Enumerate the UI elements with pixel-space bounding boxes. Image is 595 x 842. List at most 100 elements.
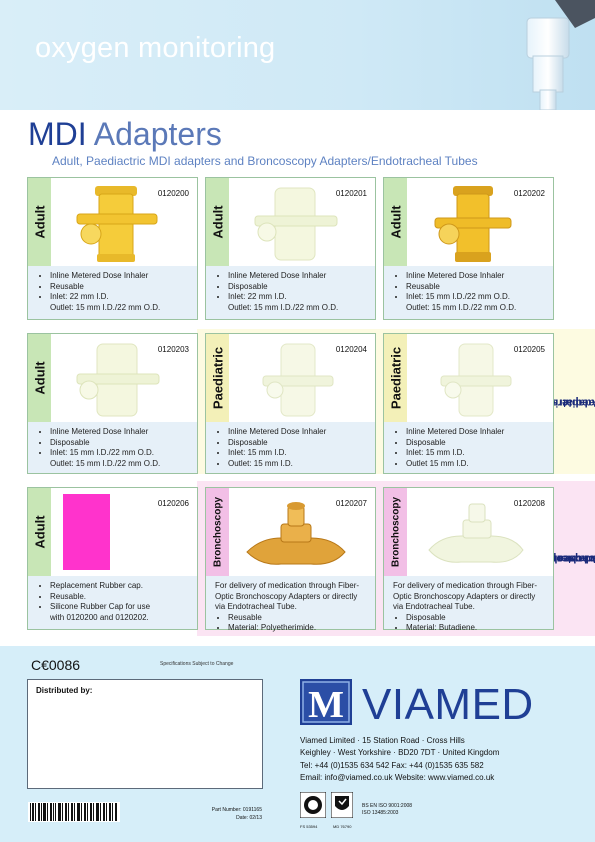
- card-info: Replacement Rubber cap.Reusable.Silicone…: [28, 576, 197, 629]
- ukas-certification-icon: [331, 792, 353, 818]
- card-side-tab: Adult: [28, 488, 51, 576]
- card-side-tab: Bronchoscopy: [384, 488, 407, 576]
- card-side-label: Paediatric: [388, 346, 403, 410]
- mdi-adapter-clear-image: [440, 343, 512, 417]
- part-number: Part Number: 0191165: [211, 807, 262, 813]
- mdi-adapter-clear-image: [262, 343, 334, 417]
- card-bullet: Inline Metered Dose Inhaler: [406, 271, 547, 282]
- cert-id: FS 53594: [300, 824, 318, 829]
- card-side-tab: Adult: [28, 178, 51, 266]
- product-code: 0120200: [157, 189, 189, 198]
- product-card-0120206: Adult 0120206 Replacement Rubber cap.Reu…: [27, 487, 198, 630]
- rubber-cap-swatch: [63, 494, 110, 570]
- card-bullet: Material: Polyetherimide.: [228, 623, 369, 634]
- product-card-0120208: Bronchoscopy 0120208 For delivery of med…: [383, 487, 554, 632]
- product-card-0120207: Bronchoscopy 0120207 For delivery of med…: [205, 487, 376, 632]
- card-bullet: Reusable: [50, 282, 191, 293]
- product-card-0120205: Paediatric 0120205 Inline Metered Dose I…: [383, 333, 554, 474]
- card-bullet: Inlet: 15 mm I.D./22 mm O.D.: [406, 292, 547, 303]
- card-side-label: Paediatric: [210, 346, 225, 410]
- card-extra-line: Outlet: 15 mm I.D./22 mm O.D.: [406, 302, 517, 312]
- bronchoscopy-band-label: Bronchoscopy orEndotracheal TubeAdapters: [526, 488, 595, 628]
- card-side-label: Adult: [32, 361, 47, 395]
- mdi-adapter-yellow-image: [434, 186, 512, 262]
- card-side-tab: Adult: [28, 334, 51, 422]
- card-info: Inline Metered Dose InhalerDisposableInl…: [206, 266, 375, 319]
- bronchoscopy-band-line-3: Adapters: [551, 552, 595, 565]
- iso-line: ISO 13485:2003: [362, 810, 399, 816]
- card-extra-line: Outlet: 15 mm I.D./22 mm O.D.: [228, 302, 339, 312]
- card-side-tab: Paediatric: [206, 334, 229, 422]
- card-bullet: Inlet: 15 mm I.D./22 mm O.D.: [50, 448, 191, 459]
- address-line: Keighley · West Yorkshire · BD20 7DT · U…: [300, 748, 500, 758]
- iso-line: BS EN ISO 9001:2008: [362, 803, 413, 809]
- card-bullet: Inlet: 22 mm I.D.: [228, 292, 369, 303]
- card-info: Inline Metered Dose InhalerReusableInlet…: [384, 266, 553, 319]
- ce-mark: C€0086: [31, 657, 81, 673]
- card-side-tab: Bronchoscopy: [206, 488, 229, 576]
- viamed-logo-text: VIAMED: [362, 680, 534, 729]
- card-side-label: Adult: [32, 515, 47, 549]
- card-description: For delivery of medication through Fiber…: [215, 581, 360, 612]
- card-bullet: Material: Butadiene.: [406, 623, 547, 634]
- card-side-tab: Adult: [206, 178, 229, 266]
- card-extra-line: with 0120200 and 0120202.: [50, 612, 149, 622]
- paediatric-band-label: PaediatricAdapters: [549, 339, 595, 464]
- card-bullet: Disposable: [406, 613, 547, 624]
- product-code: 0120207: [335, 499, 367, 508]
- card-bullet: Inline Metered Dose Inhaler: [228, 271, 369, 282]
- card-side-label: Bronchoscopy: [212, 496, 223, 568]
- mdi-adapter-clear-image: [254, 187, 338, 261]
- iso-standards: BS EN ISO 9001:2008 ISO 13485:2003: [362, 803, 412, 817]
- contact-line: Email: info@viamed.co.uk Website: www.vi…: [300, 773, 495, 783]
- card-bullet: Reusable: [406, 282, 547, 293]
- card-bullet: Inlet: 15 mm I.D.: [228, 448, 369, 459]
- paediatric-band-line-2: Adapters: [551, 396, 595, 408]
- card-info: Inline Metered Dose InhalerDisposableInl…: [384, 422, 553, 473]
- product-card-0120203: Adult 0120203 Inline Metered Dose Inhale…: [27, 333, 198, 474]
- card-info: For delivery of medication through Fiber…: [206, 576, 375, 632]
- product-card-0120204: Paediatric 0120204 Inline Metered Dose I…: [205, 333, 376, 474]
- page-subtitle: Adult, Paediactric MDI adapters and Bron…: [52, 154, 478, 168]
- card-side-label: Adult: [210, 205, 225, 239]
- card-bullet: Disposable: [406, 438, 547, 449]
- card-bullet: Inline Metered Dose Inhaler: [228, 427, 369, 438]
- product-code: 0120203: [157, 345, 189, 354]
- distributor-label: Distributed by:: [36, 686, 93, 695]
- barcode: [28, 802, 120, 822]
- viamed-logo-mark: M: [300, 679, 352, 726]
- card-side-label: Adult: [388, 205, 403, 239]
- product-card-0120200: Adult 0120200 Inline Metered Dose Inhale…: [27, 177, 198, 320]
- card-extra-line: Outlet: 15 mm I.D./22 mm O.D.: [50, 458, 161, 468]
- card-bullet: Inlet: 22 mm I.D.: [50, 292, 191, 303]
- card-side-label: Bronchoscopy: [390, 496, 401, 568]
- title-part-1: MDI: [28, 116, 87, 152]
- contact-line: Tel: +44 (0)1535 634 542 Fax: +44 (0)153…: [300, 760, 484, 770]
- card-bullet: Inline Metered Dose Inhaler: [50, 427, 191, 438]
- mdi-adapter-yellow-image: [76, 186, 158, 262]
- product-card-0120201: Adult 0120201 Inline Metered Dose Inhale…: [205, 177, 376, 320]
- product-code: 0120202: [513, 189, 545, 198]
- card-bullet: Disposable: [228, 282, 369, 293]
- card-info: Inline Metered Dose InhalerDisposableInl…: [206, 422, 375, 473]
- spec-note: Specifications Subject to Change: [160, 661, 234, 667]
- bronchoscopy-adapter-amber-image: [246, 502, 346, 565]
- card-bullet: Inlet: 15 mm I.D.: [406, 448, 547, 459]
- logo-m-letter: M: [308, 684, 344, 725]
- mdi-adapter-clear-image: [76, 343, 160, 417]
- bronchoscopy-adapter-clear-image: [428, 503, 524, 563]
- header-banner: [0, 0, 595, 110]
- product-card-0120202: Adult 0120202 Inline Metered Dose Inhale…: [383, 177, 554, 320]
- cert-id: MD 76790: [333, 824, 352, 829]
- card-bullet: Inline Metered Dose Inhaler: [406, 427, 547, 438]
- card-extra-line: Outlet: 15 mm I.D./22 mm O.D.: [50, 302, 161, 312]
- issue-date: Date: 02/13: [236, 815, 262, 821]
- part-info: Part Number: 0191165 Date: 02/13: [176, 806, 262, 822]
- oxygen-sensor-photo: [526, 0, 595, 110]
- logo-m-icon: M: [302, 681, 350, 726]
- card-bullet: Inline Metered Dose Inhaler: [50, 271, 191, 282]
- company-address: Viamed Limited · 15 Station Road · Cross…: [300, 735, 499, 785]
- product-code: 0120208: [513, 499, 545, 508]
- product-code: 0120205: [513, 345, 545, 354]
- bsi-certification-icon: [300, 792, 326, 818]
